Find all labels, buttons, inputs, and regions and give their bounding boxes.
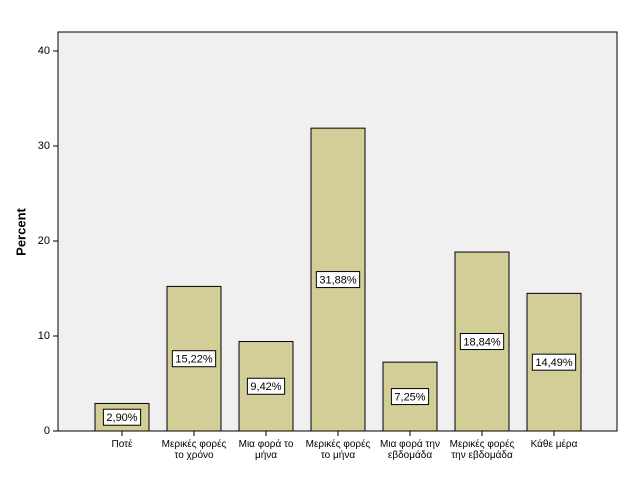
y-tick-label: 40 <box>38 45 50 57</box>
value-label-box <box>459 333 505 351</box>
y-tick-label: 30 <box>38 140 50 152</box>
value-label-box <box>531 353 577 371</box>
value-label-box <box>390 388 430 406</box>
x-tick-label: Μερικές φορές την εβδομάδα <box>449 439 515 461</box>
value-label: 31,88% <box>319 274 357 286</box>
value-label-box <box>315 271 361 289</box>
y-axis-label: Percent <box>13 207 28 255</box>
value-label: 14,49% <box>535 357 573 369</box>
y-tick-label: 20 <box>38 235 50 247</box>
y-tick-label: 0 <box>44 425 50 437</box>
value-label-box <box>246 377 286 395</box>
x-tick-label: Ποτέ <box>111 439 133 450</box>
x-tick-label: Μια φορά την εβδομάδα <box>380 439 440 461</box>
value-label: 18,84% <box>463 336 501 348</box>
value-label: 9,42% <box>250 381 281 393</box>
x-tick-label: Μερικές φορές το χρόνο <box>161 439 227 461</box>
y-tick-label: 10 <box>38 330 50 342</box>
value-label: 2,90% <box>106 412 137 424</box>
value-label: 7,25% <box>394 391 425 403</box>
value-label-box <box>102 408 142 426</box>
x-tick-label: Μια φορά το μήνα <box>238 439 294 461</box>
x-tick-label: Μερικές φορές το μήνα <box>305 439 371 461</box>
x-tick-label: Κάθε μέρα <box>530 439 578 450</box>
value-label: 15,22% <box>175 354 213 366</box>
value-label-box <box>171 350 217 368</box>
